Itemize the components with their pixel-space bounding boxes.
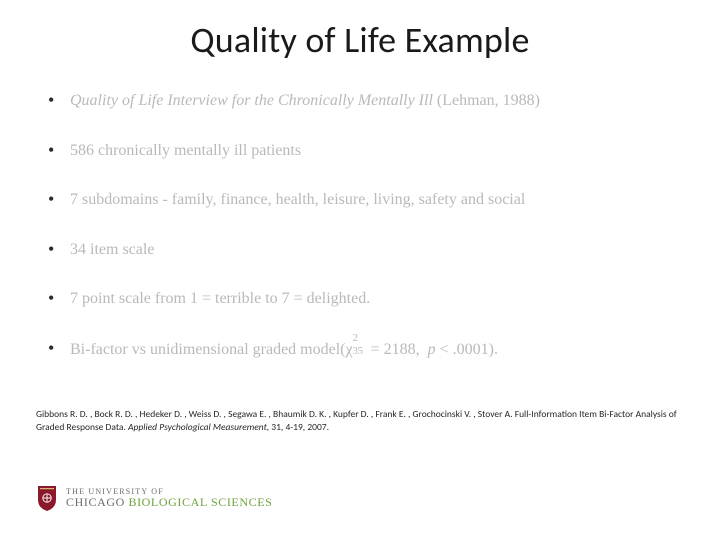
slide: Quality of Life Example Quality of Life … [0,0,720,540]
bullet-item: 586 chronically mentally ill patients [70,140,680,162]
logo-line2b: BIOLOGICAL SCIENCES [128,495,272,509]
logo-line2a: CHICAGO [66,495,128,509]
bullet-list: Quality of Life Interview for the Chroni… [40,90,680,361]
shield-icon [36,484,58,512]
bullet-item: Bi-factor vs unidimensional graded model… [70,338,680,361]
citation: Gibbons R. D. , Bock R. D. , Hedeker D. … [36,408,684,434]
university-logo: THE UNIVERSITY OF CHICAGO BIOLOGICAL SCI… [36,484,272,512]
citation-authors: Gibbons R. D. , Bock R. D. , Hedeker D. … [36,408,515,420]
logo-text: THE UNIVERSITY OF CHICAGO BIOLOGICAL SCI… [66,488,272,509]
bullet-item: 7 subdomains - family, finance, health, … [70,189,680,211]
bullet-item: 7 point scale from 1 = terrible to 7 = d… [70,288,680,310]
bullet-item: 34 item scale [70,239,680,261]
bullet-item: Quality of Life Interview for the Chroni… [70,90,680,112]
slide-title: Quality of Life Example [40,18,680,62]
citation-journal: Applied Psychological Measurement [128,421,267,433]
citation-tail: , 31, 4-19, 2007. [267,421,329,433]
logo-line2: CHICAGO BIOLOGICAL SCIENCES [66,496,272,509]
